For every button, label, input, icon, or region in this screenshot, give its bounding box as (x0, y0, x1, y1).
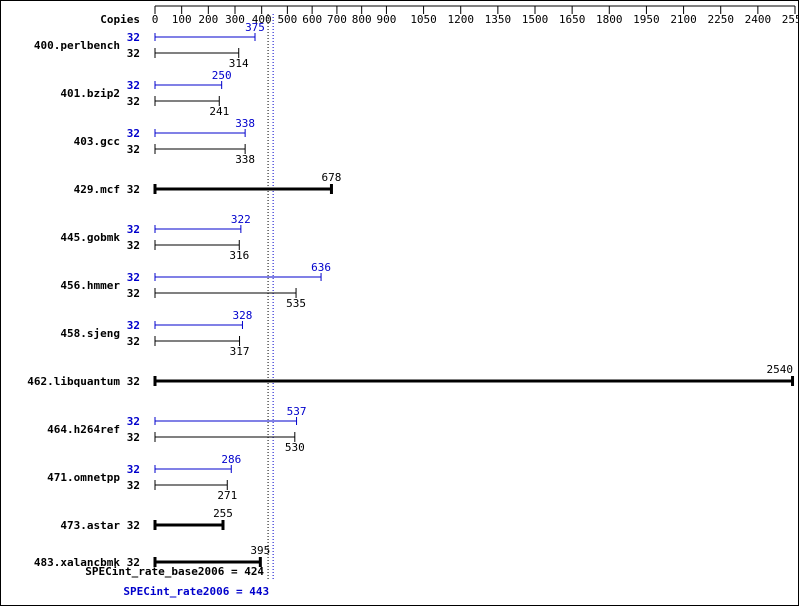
x-tick-label: 1650 (559, 13, 586, 26)
base-copies: 32 (127, 479, 140, 492)
benchmark-name: 464.h264ref (47, 423, 120, 436)
base-value: 678 (322, 171, 342, 184)
base-value: 316 (229, 249, 249, 262)
x-tick-label: 0 (152, 13, 159, 26)
base-value: 530 (285, 441, 305, 454)
peak-copies: 32 (127, 271, 140, 284)
peak-value: 375 (245, 21, 265, 34)
base-copies: 32 (127, 335, 140, 348)
peak-copies: 32 (127, 79, 140, 92)
base-copies: 32 (127, 239, 140, 252)
base-value: 2540 (767, 363, 794, 376)
peak-copies: 32 (127, 415, 140, 428)
peak-value: 286 (221, 453, 241, 466)
peak-copies: 32 (127, 319, 140, 332)
x-tick-label: 600 (302, 13, 322, 26)
spec-chart: 0100200300400500600700800900105012001350… (0, 0, 799, 606)
benchmark-name: 483.xalancbmk (34, 556, 120, 569)
x-tick-label: 300 (225, 13, 245, 26)
benchmark-name: 403.gcc (74, 135, 120, 148)
base-copies: 32 (127, 95, 140, 108)
benchmark-name: 462.libquantum (27, 375, 120, 388)
x-tick-label: 800 (352, 13, 372, 26)
peak-copies: 32 (127, 463, 140, 476)
x-tick-label: 2550 (782, 13, 799, 26)
benchmark-name: 456.hmmer (60, 279, 120, 292)
peak-value: 537 (287, 405, 307, 418)
benchmark-name: 445.gobmk (60, 231, 120, 244)
chart-border (1, 1, 799, 606)
benchmark-name: 471.omnetpp (47, 471, 120, 484)
base-value: 314 (229, 57, 249, 70)
x-tick-label: 900 (376, 13, 396, 26)
reference-label: SPECint_rate2006 = 443 (123, 585, 269, 598)
x-tick-label: 1200 (447, 13, 474, 26)
base-value: 317 (230, 345, 250, 358)
x-tick-label: 2250 (707, 13, 734, 26)
benchmark-name: 401.bzip2 (60, 87, 120, 100)
base-copies: 32 (127, 47, 140, 60)
base-copies: 32 (127, 431, 140, 444)
base-copies: 32 (127, 519, 140, 532)
x-tick-label: 1950 (633, 13, 660, 26)
x-tick-label: 100 (172, 13, 192, 26)
base-copies: 32 (127, 287, 140, 300)
x-tick-label: 200 (198, 13, 218, 26)
base-copies: 32 (127, 183, 140, 196)
x-tick-label: 1500 (522, 13, 549, 26)
base-copies: 32 (127, 375, 140, 388)
chart-svg: 0100200300400500600700800900105012001350… (0, 0, 799, 606)
base-value: 271 (217, 489, 237, 502)
peak-copies: 32 (127, 223, 140, 236)
base-value: 241 (209, 105, 229, 118)
x-tick-label: 1800 (596, 13, 623, 26)
base-value: 395 (250, 544, 270, 557)
base-value: 535 (286, 297, 306, 310)
peak-value: 338 (235, 117, 255, 130)
base-copies: 32 (127, 556, 140, 569)
x-tick-label: 700 (327, 13, 347, 26)
base-copies: 32 (127, 143, 140, 156)
peak-value: 322 (231, 213, 251, 226)
benchmark-name: 400.perlbench (34, 39, 120, 52)
peak-value: 636 (311, 261, 331, 274)
peak-copies: 32 (127, 31, 140, 44)
peak-copies: 32 (127, 127, 140, 140)
peak-value: 328 (233, 309, 253, 322)
base-value: 255 (213, 507, 233, 520)
peak-value: 250 (212, 69, 232, 82)
x-tick-label: 1350 (485, 13, 512, 26)
benchmark-name: 473.astar (60, 519, 120, 532)
copies-header: Copies (100, 13, 140, 26)
x-tick-label: 1050 (410, 13, 437, 26)
base-value: 338 (235, 153, 255, 166)
x-tick-label: 2100 (670, 13, 697, 26)
x-tick-label: 500 (277, 13, 297, 26)
x-tick-label: 2400 (745, 13, 772, 26)
benchmark-name: 458.sjeng (60, 327, 120, 340)
benchmark-name: 429.mcf (74, 183, 120, 196)
